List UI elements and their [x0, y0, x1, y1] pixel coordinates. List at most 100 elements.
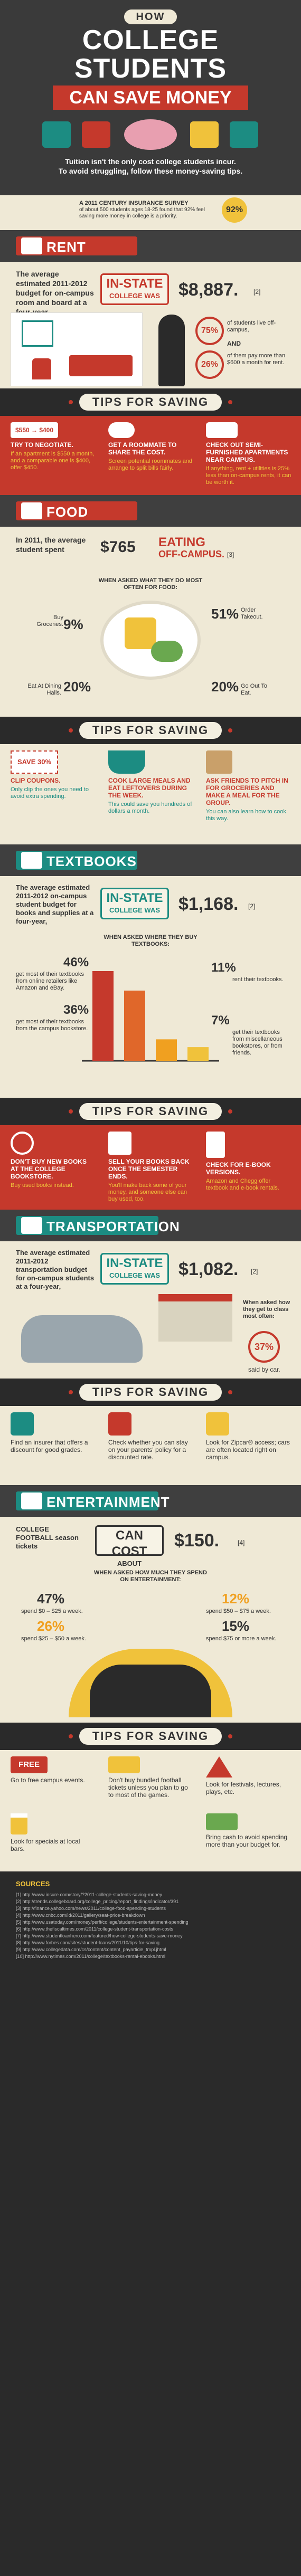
veggies-icon — [151, 641, 183, 662]
ent-pct-0-25: 47% — [37, 1591, 65, 1607]
textbook-tips-title: TIPS FOR SAVING — [92, 1105, 209, 1118]
textbooks-amount: $1,168. — [178, 894, 239, 914]
no-bookstore-icon — [11, 1132, 34, 1155]
rent-pct1-text: of students live off-campus, — [227, 320, 276, 333]
source-item[interactable]: [10] http://www.nytimes.com/2011/college… — [16, 1954, 165, 1959]
food-question: WHEN ASKED WHAT THEY DO MOST OFTEN FOR F… — [98, 577, 203, 591]
source-item[interactable]: [9] http://www.collegedata.com/cs/conten… — [16, 1947, 166, 1952]
free-tag-icon: FREE — [11, 1756, 48, 1773]
book-icon — [190, 121, 219, 148]
textbooks-ref: [2] — [248, 902, 256, 910]
food-tip-2-sub: This could save you hundreds of dollars … — [108, 801, 192, 814]
textbooks-intro: The average estimated 2011-2012 on-campu… — [16, 883, 94, 925]
source-item[interactable]: [3] http://finance.yahoo.com/news/2011/c… — [16, 1906, 166, 1911]
rent-ref: [2] — [253, 288, 261, 296]
transport-section: The average estimated 2011-2012 transpor… — [0, 1241, 301, 1379]
rent-tip-2-sub: Screen potential roommates and arrange t… — [108, 458, 192, 471]
rent-and: AND — [227, 340, 241, 347]
insurance-icon — [11, 1412, 34, 1436]
rent-tip-3-sub: If anything, rent + utilities is 25% les… — [206, 465, 291, 486]
food-tips-banner: TIPS FOR SAVING — [0, 717, 301, 744]
tr-tip-1-title: Find an insurer that offers a discount f… — [11, 1439, 88, 1453]
transport-stamp-line1: IN-STATE — [106, 1256, 163, 1270]
transport-tips-banner: TIPS FOR SAVING — [0, 1379, 301, 1406]
pot-icon — [108, 750, 145, 774]
header-title-students: STUDENTS — [74, 53, 227, 84]
house-icon — [21, 237, 42, 254]
car-icon — [21, 1315, 143, 1363]
sources-label: SOURCES — [16, 1880, 50, 1888]
rent-stamp-line2: COLLEGE WAS — [109, 292, 161, 300]
source-item[interactable]: [1] http://www.insure.com/story/?2011-co… — [16, 1892, 162, 1897]
roommate-icon — [108, 422, 135, 438]
student-silhouette-icon — [158, 315, 185, 386]
ent-tip-2-title: Don't buy bundled football tickets unles… — [108, 1776, 188, 1799]
book-icon — [21, 852, 42, 869]
piggy-bank-icon — [124, 119, 177, 150]
textbooks-bar-chart — [82, 971, 219, 1062]
bus-icon — [21, 1217, 42, 1234]
source-item[interactable]: [8] http://www.forbes.com/sites/student-… — [16, 1940, 159, 1945]
food-tip-2: COOK LARGE MEALS AND EAT LEFTOVERS DURIN… — [108, 750, 193, 815]
food-tip-1-sub: Only clip the ones you need to avoid ext… — [11, 786, 89, 800]
ent-amount: $150. — [174, 1531, 220, 1551]
fries-icon — [125, 617, 156, 649]
rent-intro: The average estimated 2011-2012 budget f… — [16, 270, 94, 316]
bus-icon — [230, 121, 258, 148]
ent-ref: [4] — [238, 1539, 245, 1546]
textbook-bar — [156, 1039, 177, 1061]
tb-tip-3: CHECK FOR E-BOOK VERSIONS. Amazon and Ch… — [206, 1132, 293, 1192]
footer-section: SOURCES [1] http://www.insure.com/story/… — [0, 1871, 301, 2576]
ent-tip-empty — [108, 1813, 193, 1856]
ent-tip-5-title: Bring cash to avoid spending more than y… — [206, 1833, 288, 1848]
sofa-icon — [206, 422, 238, 438]
textbooks-question: WHEN ASKED WHERE THEY BUY TEXTBOOKS: — [104, 934, 197, 947]
rent-tips-section: $550 → $400 TRY TO NEGOTIATE. If an apar… — [0, 416, 301, 495]
textbooks-section: The average estimated 2011-2012 on-campu… — [0, 876, 301, 1098]
ent-stamp: CAN COST ABOUT — [95, 1525, 164, 1567]
tr-tip-3: Look for Zipcar® access; cars are often … — [206, 1412, 293, 1461]
food-pct-groceries: 9% — [63, 616, 83, 632]
transport-tips-title: TIPS FOR SAVING — [92, 1385, 209, 1399]
tb-pct-rent: 11% — [211, 961, 236, 975]
textbooks-banner: TEXTBOOKS — [0, 844, 301, 876]
food-section: In 2011, the average student spent $765 … — [0, 527, 301, 717]
food-off-campus: OFF-CAMPUS. — [158, 549, 224, 559]
food-tip-3-title: ASK FRIENDS TO PITCH IN FOR GROCERIES AN… — [206, 777, 288, 806]
transport-question: When asked how they get to class most of… — [243, 1299, 290, 1319]
food-tip-1-title: CLIP COUPONS. — [11, 777, 61, 784]
transport-pct-label: said by car. — [248, 1366, 280, 1373]
food-tip-3-sub: You can also learn how to cook this way. — [206, 809, 286, 822]
rent-title: RENT — [46, 239, 86, 255]
rent-amount: $8,887. — [178, 280, 239, 300]
transport-pct-circle: 37% — [248, 1331, 280, 1363]
rent-section: The average estimated 2011-2012 budget f… — [0, 262, 301, 388]
tb-pct-campus: 36% — [63, 1003, 89, 1017]
food-pct-dining: 20% — [63, 679, 91, 695]
crowd-silhouette-icon — [90, 1665, 211, 1717]
car-share-icon — [206, 1412, 229, 1436]
ent-tip-3: Look for festivals, lectures, plays, etc… — [206, 1756, 293, 1795]
food-label-groceries: Buy Groceries. — [36, 614, 63, 628]
tb-tip-1-title: DON'T BUY NEW BOOKS AT THE COLLEGE BOOKS… — [11, 1158, 87, 1180]
source-item[interactable]: [2] http://trends.collegeboard.org/colle… — [16, 1899, 179, 1904]
textbooks-stamp-line2: COLLEGE WAS — [109, 906, 161, 914]
ent-tip-5: Bring cash to avoid spending more than y… — [206, 1813, 293, 1848]
bookshelf-icon — [22, 320, 53, 347]
source-item[interactable]: [6] http://www.thefiscaltimes.com/2011/c… — [16, 1926, 173, 1932]
survey-pct-circle: 92% — [222, 197, 247, 223]
ebook-icon — [206, 1132, 225, 1158]
rent-banner: RENT — [0, 230, 301, 262]
divider-dot — [228, 1109, 232, 1114]
source-item[interactable]: [5] http://www.usatoday.com/money/perfi/… — [16, 1919, 189, 1925]
ent-tip-3-title: Look for festivals, lectures, plays, etc… — [206, 1781, 281, 1795]
food-intro: In 2011, the average student spent — [16, 536, 86, 554]
source-item[interactable]: [7] http://www.studentloanhero.com/featu… — [16, 1933, 183, 1938]
textbooks-stamp: IN-STATE COLLEGE WAS — [100, 888, 169, 919]
food-ref: [3] — [227, 551, 234, 558]
textbook-tips-section: DON'T BUY NEW BOOKS AT THE COLLEGE BOOKS… — [0, 1125, 301, 1210]
ent-stamp-line1: CAN COST — [111, 1528, 147, 1558]
tb-label-campus: get most of their textbooks from the cam… — [16, 1019, 88, 1032]
rent-stamp: IN-STATE COLLEGE WAS — [100, 273, 169, 305]
source-item[interactable]: [4] http://www.cnbc.com/id/2011/gallery/… — [16, 1913, 145, 1918]
